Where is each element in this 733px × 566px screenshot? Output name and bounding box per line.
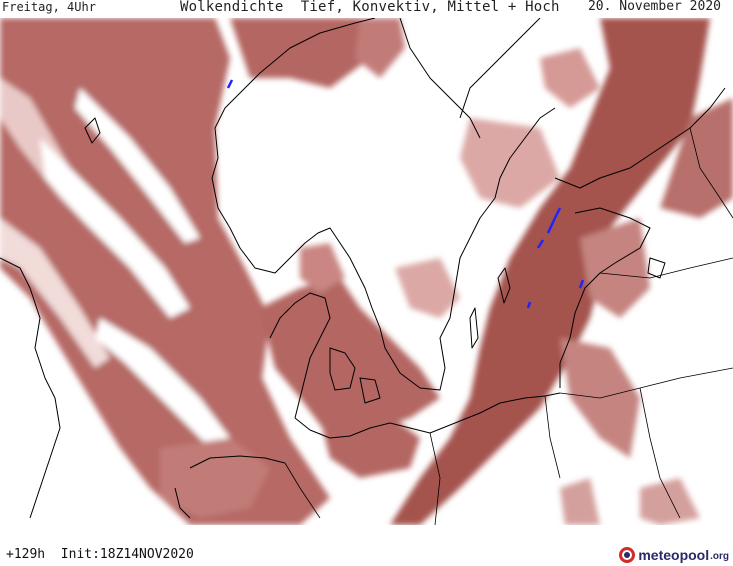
meteopool-logo[interactable]: meteopool .org xyxy=(618,545,729,565)
cloud-field xyxy=(0,18,733,525)
map-footer: +129h Init:18Z14NOV2020 meteopool .org xyxy=(0,525,733,566)
coastline-norway xyxy=(211,18,376,274)
convective-cells xyxy=(226,79,585,309)
forecast-day-time: Freitag, 4Uhr xyxy=(2,0,96,14)
borders xyxy=(284,127,733,525)
coastline-germany-poland xyxy=(294,392,561,439)
coastline-uk xyxy=(0,257,61,519)
coastline-netherlands xyxy=(174,455,286,519)
logo-domain: .org xyxy=(710,551,729,562)
cloud-band-north xyxy=(230,18,380,88)
meteopool-logo-icon xyxy=(619,547,636,563)
coastline-finland xyxy=(554,87,726,189)
coastline-denmark xyxy=(269,292,381,419)
cloud-band-denmark xyxy=(260,278,440,448)
forecast-init-info: +129h Init:18Z14NOV2020 xyxy=(6,547,194,562)
cloud-band-north-central xyxy=(355,18,405,78)
logo-text: meteopool xyxy=(638,547,710,563)
coastline-sweden xyxy=(354,107,556,391)
cloud-density-map xyxy=(0,18,733,525)
forecast-date: 20. November 2020 xyxy=(587,0,721,14)
map-title: Wolkendichte Tief, Konvektiv, Mittel + H… xyxy=(180,0,560,15)
coastlines xyxy=(0,18,726,519)
coastline-baltic-states xyxy=(559,207,651,388)
cloud-band-baltic xyxy=(390,18,710,525)
